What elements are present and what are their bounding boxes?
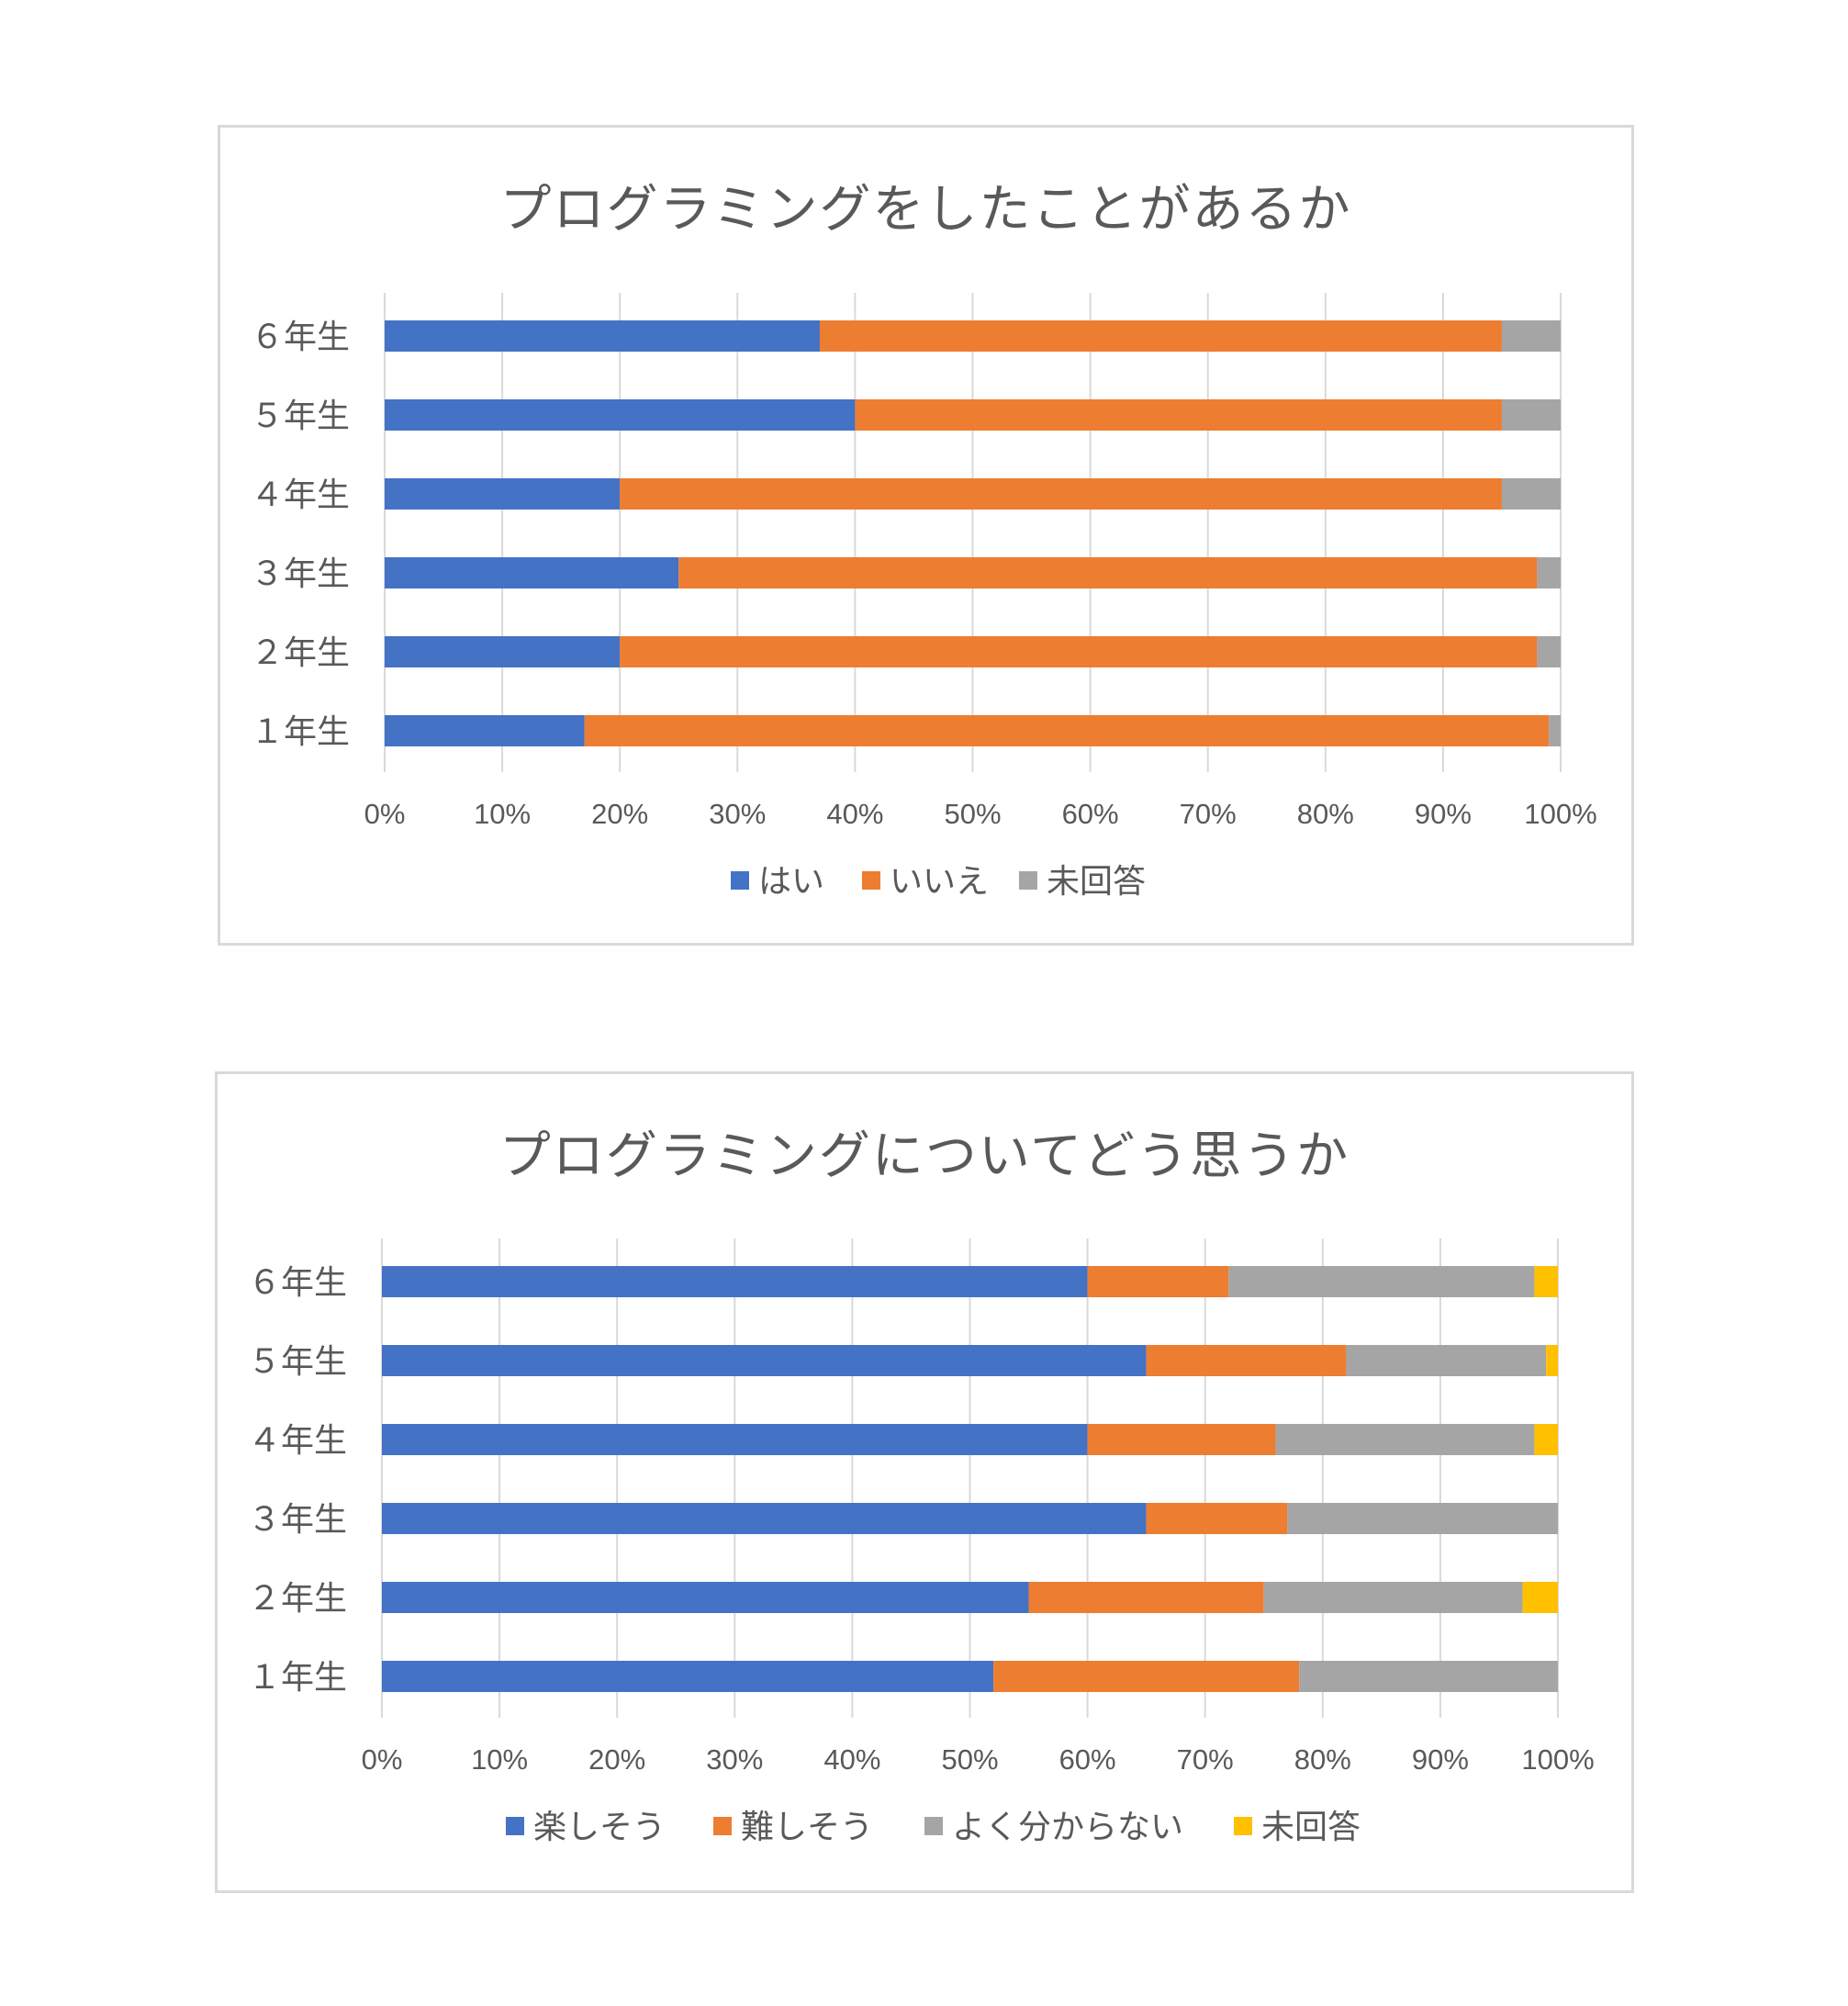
legend-label: はい [758, 863, 824, 901]
x-tick-label: 20% [588, 1743, 645, 1776]
chart-2-frame: プログラミングについてどう思うか ６年生 ５年生 ４年生 ３年生 ２年生 １年生 0% 10%… [215, 1071, 1634, 1893]
chart-2-plot: ６年生 ５年生 ４年生 ３年生 ２年生 １年生 0% 10% 20% 30% 40% 50% 60% 70… [248, 1238, 1595, 1846]
bar-segment [382, 1582, 1029, 1613]
x-tick-label: 40% [826, 798, 883, 830]
bar-segment [1534, 1266, 1558, 1297]
bar-segment [1537, 636, 1561, 667]
bar-segment [1501, 399, 1561, 431]
legend-label: 楽しそう [533, 1809, 666, 1846]
x-tick-label: 70% [1180, 798, 1237, 830]
chart-2-title: プログラミングについてどう思うか [498, 1126, 1350, 1186]
bar-segment [1287, 1503, 1558, 1534]
bar-segment [385, 478, 621, 510]
bar-segment [385, 399, 856, 431]
chart-1-frame: プログラミングをしたことがあるか ６年生 ５年生 ４年生 ３年生 ２年生 １年生 0% 10%… [218, 125, 1634, 946]
x-tick-label: 50% [944, 798, 1001, 830]
category-label: ２年生 [248, 1580, 347, 1618]
legend-swatch [924, 1817, 943, 1835]
bar-segment [855, 399, 1502, 431]
x-tick-label: 30% [706, 1743, 763, 1776]
x-tick-label: 100% [1521, 1743, 1594, 1776]
bar-segment [1087, 1266, 1229, 1297]
legend-label: 未回答 [1047, 863, 1146, 901]
category-label: ３年生 [251, 555, 350, 593]
x-tick-label: 0% [362, 1743, 403, 1776]
bar-segment [1028, 1582, 1264, 1613]
legend-swatch [713, 1817, 732, 1835]
bar-segment [1501, 478, 1561, 510]
bar-segment [385, 320, 820, 352]
x-tick-label: 90% [1412, 1743, 1469, 1776]
legend-label: 未回答 [1261, 1809, 1361, 1846]
x-tick-label: 30% [709, 798, 766, 830]
category-label: ５年生 [251, 398, 350, 435]
category-label: １年生 [251, 713, 350, 751]
x-tick-label: 10% [474, 798, 531, 830]
bar-segment [584, 715, 1550, 746]
legend-swatch [862, 871, 880, 890]
x-tick-label: 60% [1062, 798, 1119, 830]
category-label: ４年生 [248, 1422, 347, 1460]
bar-segment [1522, 1582, 1558, 1613]
category-label: ６年生 [248, 1264, 347, 1302]
bar-segment [620, 636, 1538, 667]
x-tick-label: 80% [1297, 798, 1354, 830]
legend-swatch [1019, 871, 1037, 890]
bar-segment [382, 1503, 1147, 1534]
x-tick-label: 70% [1177, 1743, 1234, 1776]
category-label: ２年生 [251, 634, 350, 672]
category-label: ６年生 [251, 319, 350, 356]
category-label: ５年生 [248, 1343, 347, 1381]
bar-segment [385, 557, 679, 588]
legend-swatch [1234, 1817, 1252, 1835]
bar-segment [1299, 1661, 1558, 1692]
bar-segment [382, 1424, 1088, 1455]
legend-label: 難しそう [741, 1809, 873, 1846]
bar-segment [1275, 1424, 1535, 1455]
bar-segment [382, 1266, 1088, 1297]
bar-segment [1146, 1503, 1288, 1534]
bar-segment [1534, 1424, 1558, 1455]
bar-segment [1263, 1582, 1523, 1613]
x-tick-label: 10% [471, 1743, 528, 1776]
legend-swatch [506, 1817, 524, 1835]
x-tick-label: 0% [364, 798, 406, 830]
bar-segment [382, 1345, 1147, 1376]
bar-segment [1549, 715, 1561, 746]
bar-segment [1346, 1345, 1547, 1376]
x-tick-label: 50% [941, 1743, 998, 1776]
legend-label: いいえ [890, 863, 989, 901]
x-tick-label: 100% [1524, 798, 1596, 830]
category-label: １年生 [248, 1659, 347, 1697]
legend-swatch [731, 871, 749, 890]
x-tick-label: 60% [1059, 1743, 1116, 1776]
bar-segment [1146, 1345, 1347, 1376]
x-tick-label: 90% [1415, 798, 1472, 830]
chart-1-title: プログラミングをしたことがあるか [499, 180, 1352, 240]
bar-segment [1228, 1266, 1535, 1297]
bar-segment [385, 636, 621, 667]
x-tick-label: 80% [1294, 1743, 1351, 1776]
bar-segment [819, 320, 1502, 352]
bar-segment [385, 715, 585, 746]
bar-segment [678, 557, 1538, 588]
x-tick-label: 40% [823, 1743, 880, 1776]
bar-segment [382, 1661, 994, 1692]
bar-segment [1087, 1424, 1276, 1455]
bar-segment [620, 478, 1502, 510]
bar-segment [1546, 1345, 1558, 1376]
category-label: ３年生 [248, 1501, 347, 1539]
x-tick-label: 20% [591, 798, 648, 830]
bar-segment [1537, 557, 1561, 588]
bar-segment [1501, 320, 1561, 352]
legend-label: よく分からない [952, 1809, 1183, 1846]
chart-1-plot: ６年生 ５年生 ４年生 ３年生 ２年生 １年生 0% 10% 20% 30% 40% 50% 60% 70… [251, 293, 1597, 901]
bar-segment [993, 1661, 1300, 1692]
category-label: ４年生 [251, 476, 350, 514]
